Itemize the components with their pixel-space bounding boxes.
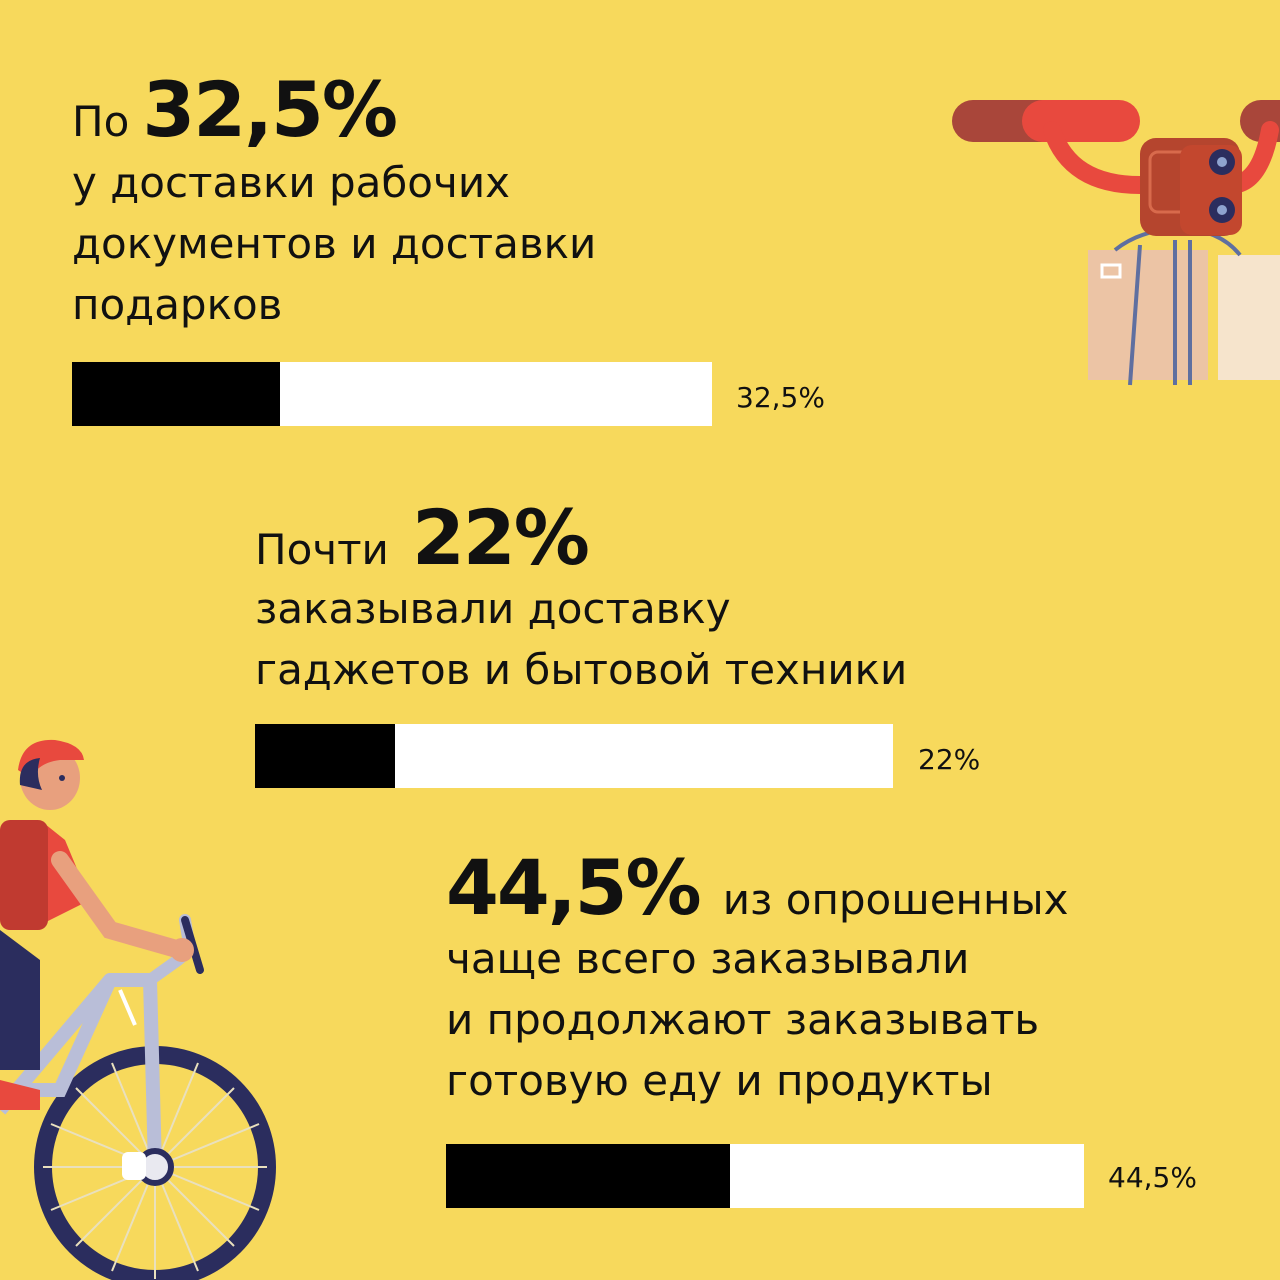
bar-track <box>72 362 712 426</box>
bar-value-label: 44,5% <box>1108 1161 1197 1194</box>
stat-lead: Почти <box>255 525 389 574</box>
bar-track <box>255 724 893 788</box>
delivery-drone-icon <box>952 100 1280 386</box>
stat-description-line: у доставки рабочих <box>72 158 510 207</box>
stat-description-line: документов и доставки <box>72 219 597 268</box>
stat-description: чаще всего заказывали и продолжают заказ… <box>446 928 1068 1111</box>
stat-value: 32,5% <box>142 65 398 154</box>
stat-block: 44,5% из опрошенных чаще всего заказывал… <box>446 850 1068 1111</box>
bar-value-label: 32,5% <box>736 381 825 414</box>
bicycle-courier-icon <box>0 739 276 1280</box>
stat-description-line: и продолжают заказывать <box>446 995 1040 1044</box>
stat-description-line: готовую еду и продукты <box>446 1056 993 1105</box>
stat-description-line: подарков <box>72 280 283 329</box>
stat-block: По 32,5% у доставки рабочих документов и… <box>72 72 596 335</box>
stat-description: у доставки рабочих документов и доставки… <box>72 152 596 335</box>
stat-headline: По 32,5% <box>72 72 596 148</box>
bar-fill <box>255 724 396 788</box>
bar-value-label: 22% <box>918 743 981 776</box>
bar-track <box>446 1144 1084 1208</box>
stat-value: 44,5% <box>446 843 702 932</box>
stat-description-line: чаще всего заказывали <box>446 934 970 983</box>
stat-value: 22% <box>411 493 590 582</box>
stat-description: заказывали доставку гаджетов и бытовой т… <box>255 578 907 700</box>
stat-headline: 44,5% из опрошенных <box>446 850 1068 926</box>
bar-fill <box>72 362 280 426</box>
stat-after: из опрошенных <box>722 875 1069 924</box>
stat-description-line: гаджетов и бытовой техники <box>255 645 908 694</box>
stat-lead: По <box>72 97 130 146</box>
stat-block: Почти 22% заказывали доставку гаджетов и… <box>255 500 907 700</box>
stat-headline: Почти 22% <box>255 500 907 576</box>
bar-fill <box>446 1144 730 1208</box>
stat-description-line: заказывали доставку <box>255 584 731 633</box>
